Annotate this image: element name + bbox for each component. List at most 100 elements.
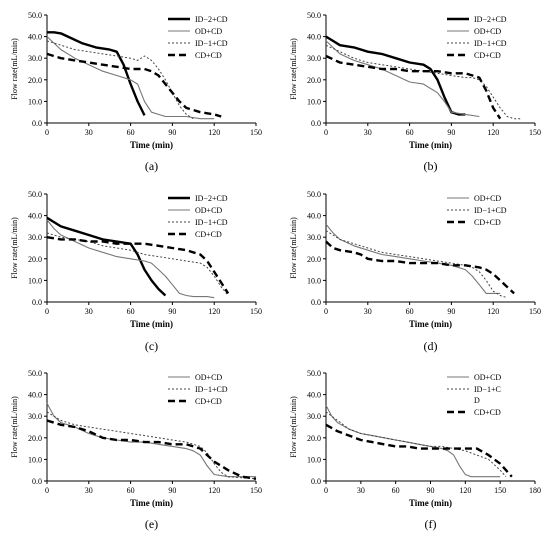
x-tick-label: 90 (168, 486, 176, 495)
x-tick-label: 60 (127, 128, 135, 137)
chart-panel-5: 0.0 10.0 20.0 30.0 40.0 50.0 0 30 60 90 120 150 Time… (10, 369, 262, 531)
legend-label: CD+CD (195, 51, 222, 60)
series-line-4 (46, 236, 230, 295)
legend-label: OD+CD (195, 27, 222, 36)
chart-panel-4: 0.0 10.0 20.0 30.0 40.0 50.0 0 30 60 90 120 150 Time… (289, 190, 541, 353)
series-line-3 (46, 232, 229, 296)
x-tick-label: 150 (250, 128, 262, 137)
y-tick-label: 50.0 (307, 369, 321, 378)
legend-label: OD+CD (474, 194, 501, 203)
legend-label: ID−1+CD (195, 218, 228, 227)
y-tick-label: 0.0 (311, 119, 321, 128)
x-tick-label: 120 (487, 307, 499, 316)
legend-label: CD+CD (474, 51, 501, 60)
legend-label: OD+CD (195, 373, 222, 382)
panel-label: (c) (145, 339, 158, 353)
chart-panel-2: 0.0 10.0 20.0 30.0 40.0 50.0 0 30 60 90 120 150 Time… (289, 11, 541, 173)
x-axis-label: Time (min) (130, 140, 173, 150)
legend-label: ID−2+CD (195, 194, 228, 203)
series-line-2 (46, 219, 215, 299)
y-axis-label: Flow rate(mL/min) (10, 217, 19, 279)
legend-label: OD+CD (474, 27, 501, 36)
x-tick-label: 60 (127, 307, 135, 316)
x-axis-label: Time (min) (130, 498, 173, 508)
panel-label: (f) (425, 517, 437, 531)
y-tick-label: 10.0 (28, 97, 42, 106)
series-line-3 (46, 40, 194, 120)
series-line-1 (47, 31, 146, 116)
x-tick-label: 150 (494, 486, 506, 495)
series-line-4 (46, 52, 222, 118)
x-tick-label: 30 (85, 128, 93, 137)
legend-label: CD+CD (474, 408, 501, 417)
x-tick-label: 150 (250, 307, 262, 316)
y-tick-label: 10.0 (307, 276, 321, 285)
x-tick-label: 30 (364, 307, 372, 316)
x-tick-label: 90 (427, 486, 435, 495)
x-tick-label: 30 (364, 128, 372, 137)
series-line-2 (325, 411, 507, 478)
y-tick-label: 30.0 (307, 233, 321, 242)
x-tick-label: 30 (85, 307, 93, 316)
x-axis-label: Time (min) (409, 498, 452, 508)
x-tick-label: 0 (45, 128, 49, 137)
y-axis-label: Flow rate(mL/min) (289, 217, 298, 279)
chart-panel-1: 0.0 10.0 20.0 30.0 40.0 50.0 0 30 60 90 120 150 Time… (10, 11, 262, 173)
legend-label: ID−2+CD (474, 15, 507, 24)
x-tick-label: 150 (529, 128, 541, 137)
x-tick-label: 30 (357, 486, 365, 495)
series-line-1 (325, 223, 501, 294)
y-axis-label: Flow rate(mL/min) (10, 396, 19, 458)
x-tick-label: 90 (447, 128, 455, 137)
panel-label: (a) (145, 159, 158, 173)
legend-label: ID−2+CD (195, 15, 228, 24)
y-tick-label: 0.0 (311, 477, 321, 486)
chart-panel-6: 0.0 10.0 20.0 30.0 40.0 50.0 0 30 60 90 120 150 180 T… (289, 369, 541, 531)
y-tick-label: 0.0 (32, 298, 42, 307)
x-tick-label: 0 (45, 486, 49, 495)
x-tick-label: 150 (250, 486, 262, 495)
x-axis-label: Time (min) (409, 140, 452, 150)
y-tick-label: 30.0 (28, 54, 42, 63)
x-tick-label: 0 (45, 307, 49, 316)
x-axis-label: Time (min) (409, 319, 452, 329)
x-axis-label: Time (min) (130, 319, 173, 329)
y-tick-label: 40.0 (28, 212, 42, 221)
y-axis-label: Flow rate(mL/min) (10, 38, 19, 100)
legend-label: ID−1+CD (195, 39, 228, 48)
y-tick-label: 20.0 (307, 255, 321, 264)
legend-label: OD+CD (195, 206, 222, 215)
y-axis-label: Flow rate(mL/min) (289, 396, 298, 458)
y-tick-label: 40.0 (307, 33, 321, 42)
x-tick-label: 60 (392, 486, 400, 495)
x-tick-label: 90 (168, 307, 176, 316)
series-line-3 (325, 240, 515, 295)
x-tick-label: 120 (208, 307, 220, 316)
x-tick-label: 0 (324, 307, 328, 316)
legend-label: ID−1+CD (474, 39, 507, 48)
series-line-2 (325, 230, 508, 299)
y-tick-label: 40.0 (307, 391, 321, 400)
series-line-1 (46, 402, 256, 478)
y-tick-label: 50.0 (307, 11, 321, 20)
y-tick-label: 20.0 (28, 434, 42, 443)
x-tick-label: 120 (208, 486, 220, 495)
y-tick-label: 20.0 (307, 76, 321, 85)
y-tick-label: 0.0 (32, 119, 42, 128)
y-tick-label: 0.0 (311, 298, 321, 307)
series-line-3 (325, 44, 522, 120)
series-line-3 (46, 419, 257, 480)
y-tick-label: 20.0 (28, 255, 42, 264)
y-tick-label: 50.0 (28, 11, 42, 20)
y-tick-label: 10.0 (307, 455, 321, 464)
series-line-2 (46, 36, 215, 120)
legend-label: CD+CD (474, 218, 501, 227)
y-tick-label: 30.0 (307, 412, 321, 421)
y-tick-label: 40.0 (307, 212, 321, 221)
panel-label: (e) (145, 517, 158, 531)
x-tick-label: 120 (487, 128, 499, 137)
x-tick-label: 0 (324, 128, 328, 137)
y-tick-label: 0.0 (32, 477, 42, 486)
legend-label: CD+CD (195, 397, 222, 406)
